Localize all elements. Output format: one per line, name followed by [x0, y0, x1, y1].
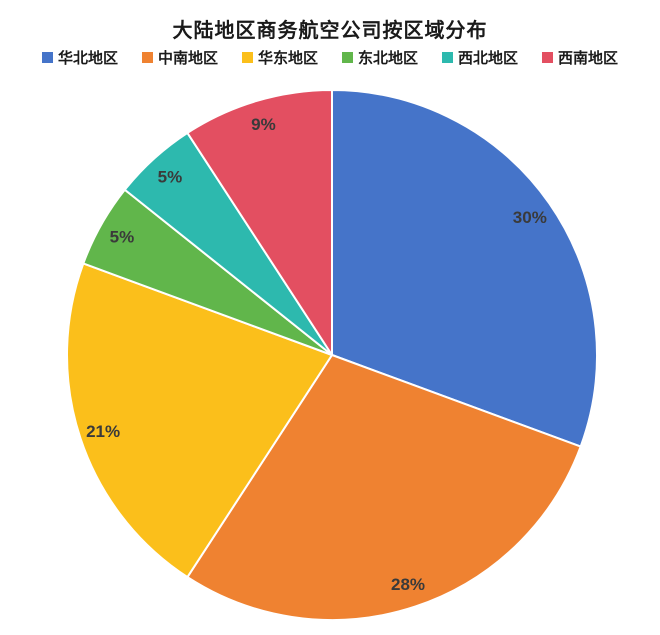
legend-label: 华东地区	[257, 50, 318, 67]
legend-swatch-icon	[141, 52, 153, 63]
chart-title: 大陆地区商务航空公司按区域分布	[172, 20, 488, 42]
legend-swatch-icon	[542, 52, 554, 63]
legend-label: 西南地区	[558, 50, 619, 67]
percent-label: 5%	[158, 167, 183, 186]
legend-item-2: 华东地区	[241, 47, 318, 68]
percent-label: 30%	[513, 208, 547, 227]
legend-swatch-icon	[41, 52, 53, 63]
legend-swatch-icon	[342, 52, 353, 63]
percent-label: 5%	[110, 228, 135, 247]
legend: 华北地区 中南地区 华东地区 东北地区 西北地区 西南地区	[0, 47, 660, 68]
pie-slice-0	[331, 89, 598, 448]
pie-slice-1	[186, 354, 582, 621]
percent-label: 9%	[251, 115, 276, 134]
legend-label: 中南地区	[157, 50, 218, 67]
legend-item-5: 西南地区	[542, 47, 618, 68]
pie-slice-5	[186, 89, 333, 356]
legend-swatch-icon	[241, 52, 253, 63]
legend-item-0: 华北地区	[41, 47, 118, 68]
legend-item-1: 中南地区	[141, 47, 218, 68]
percent-label: 21%	[86, 422, 120, 441]
legend-swatch-icon	[442, 52, 454, 63]
pie-slice-2	[66, 262, 333, 579]
percent-label: 28%	[391, 575, 425, 594]
legend-label: 华北地区	[57, 50, 118, 67]
legend-label: 西北地区	[458, 50, 519, 67]
legend-item-3: 东北地区	[342, 47, 418, 68]
legend-label: 东北地区	[358, 50, 419, 67]
legend-item-4: 西北地区	[442, 47, 518, 68]
